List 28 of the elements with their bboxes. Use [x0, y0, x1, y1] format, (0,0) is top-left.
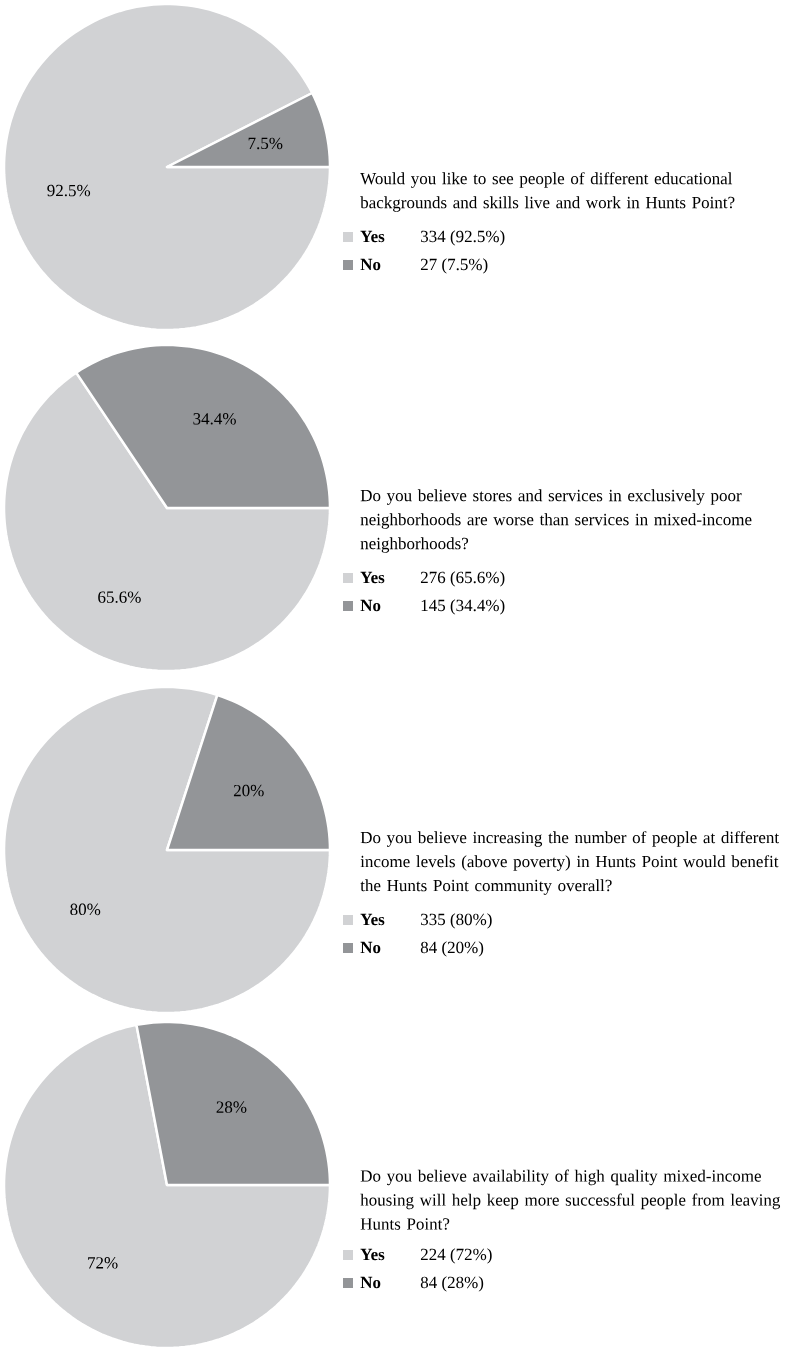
data-label: 92.5%	[47, 184, 91, 197]
text: 84 (28%)	[420, 1276, 484, 1292]
data-label: 28%	[216, 1101, 247, 1113]
legend-label: No	[360, 599, 381, 612]
text: Do you believe stores and services in exclusively poor neighborhoods are worse than services in mixed-income neighborhoods?	[360, 489, 752, 553]
text: 276 (65.6%)	[420, 571, 505, 587]
text: 335 (80%)	[421, 913, 492, 929]
legend-label: Yes	[360, 1248, 385, 1261]
text: 84 (20%)	[420, 941, 484, 957]
legend-label: Yes	[360, 571, 385, 584]
text: 145 (34.4%)	[421, 599, 505, 615]
legend-label: Yes	[360, 230, 385, 243]
data-label: 20%	[233, 784, 264, 797]
text: Do you believe increasing the number of people at different income levels (above poverty) in Hunts Point would benefit the Hunts Point community overall?	[360, 831, 780, 895]
data-label: 7.5%	[248, 137, 283, 150]
data-label: 65.6%	[98, 591, 141, 603]
text: Would you like to see people of different educational backgrounds and skills live and work in Hunts Point?	[360, 172, 735, 212]
legend-label: No	[360, 941, 381, 954]
legend-label: No	[360, 258, 381, 271]
data-label: 72%	[88, 1257, 118, 1269]
data-label: 80%	[70, 903, 101, 916]
text: 27 (7.5%)	[420, 258, 488, 274]
text: Do you believe availability of high quality mixed-income housing will help keep more successful people from leaving Hunts Point?	[360, 1169, 781, 1230]
legend-label: Yes	[360, 913, 385, 926]
data-label: 34.4%	[193, 413, 236, 425]
text: 334 (92.5%)	[421, 230, 505, 246]
text: 224 (72%)	[420, 1248, 492, 1264]
legend-label: No	[360, 1276, 381, 1289]
